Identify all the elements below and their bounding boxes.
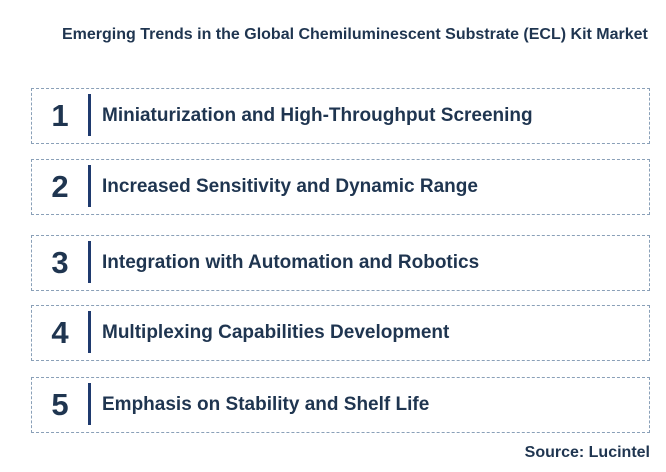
trend-label: Multiplexing Capabilities Development	[102, 322, 450, 343]
diagram-title: Emerging Trends in the Global Chemilumin…	[62, 26, 648, 43]
trend-number: 5	[51, 387, 69, 422]
trend-item-5: 5 Emphasis on Stability and Shelf Life	[31, 377, 650, 433]
trend-item-3: 3 Integration with Automation and Roboti…	[31, 235, 650, 291]
trend-label: Integration with Automation and Robotics	[102, 252, 480, 273]
trend-label: Emphasis on Stability and Shelf Life	[102, 394, 430, 415]
trend-item-4: 4 Multiplexing Capabilities Development	[31, 305, 650, 361]
trend-number: 1	[51, 98, 69, 133]
trend-item-2: 2 Increased Sensitivity and Dynamic Rang…	[31, 159, 650, 215]
divider-bar	[88, 94, 91, 136]
source-credit: Source: Lucintel	[524, 444, 650, 461]
trend-label: Increased Sensitivity and Dynamic Range	[102, 176, 478, 197]
divider-bar	[88, 165, 91, 207]
trend-number: 4	[51, 315, 69, 350]
divider-bar	[88, 383, 91, 425]
divider-bar	[88, 241, 91, 283]
trend-item-1: 1 Miniaturization and High-Throughput Sc…	[31, 88, 650, 144]
trend-number: 3	[51, 245, 69, 280]
trend-label: Miniaturization and High-Throughput Scre…	[102, 105, 533, 126]
trend-number: 2	[51, 169, 69, 204]
divider-bar	[88, 311, 91, 353]
